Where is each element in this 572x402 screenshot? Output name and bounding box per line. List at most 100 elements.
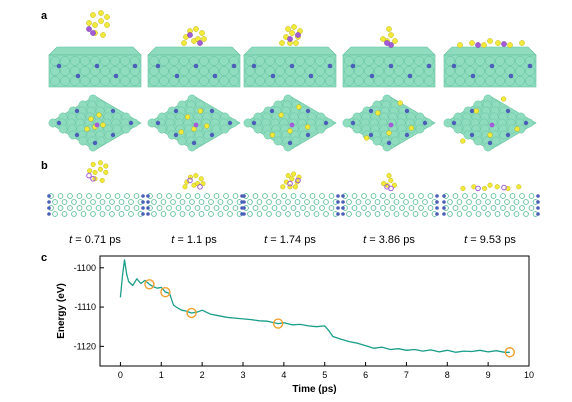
dopant-atom xyxy=(327,63,333,69)
sulfur-atom xyxy=(482,185,488,191)
lattice-atom xyxy=(365,199,371,205)
slab-atom xyxy=(352,124,362,134)
dopant-atom xyxy=(536,212,540,216)
sulfur-atom xyxy=(280,184,286,190)
slab-atom xyxy=(475,56,485,66)
dopant-atom xyxy=(368,108,374,114)
lattice-atom xyxy=(494,199,501,205)
dopant-atom xyxy=(469,132,475,138)
sulfur-atom xyxy=(408,125,415,131)
slab-atom xyxy=(80,76,90,86)
dopant-atom xyxy=(56,120,62,126)
time-label-2: t = 1.1 ps xyxy=(171,234,217,246)
slab-atom xyxy=(120,56,130,66)
dopant-atom xyxy=(350,120,356,126)
slab-atom xyxy=(112,124,122,134)
dopant-atom xyxy=(368,132,374,138)
slab-atom xyxy=(100,66,110,76)
slab-atom xyxy=(149,56,159,66)
dopant-atom xyxy=(305,132,311,138)
lattice-atom xyxy=(393,199,400,205)
sodium-atom xyxy=(295,32,301,38)
lattice-atom xyxy=(370,193,377,199)
slab-atom xyxy=(525,76,535,86)
lattice-atom xyxy=(304,211,310,217)
slab-atom xyxy=(305,56,315,66)
lattice-atom xyxy=(500,193,506,199)
dopant-atom xyxy=(422,120,428,126)
sulfur-atom xyxy=(507,42,513,48)
slab-atom xyxy=(445,66,455,76)
lattice-atom xyxy=(90,211,96,217)
slab-atom xyxy=(364,66,374,76)
lattice-atom xyxy=(271,193,278,199)
dopant-atom xyxy=(435,206,439,210)
dopant-atom xyxy=(350,63,356,69)
lattice-atom xyxy=(213,193,220,199)
dopant-atom xyxy=(451,63,457,69)
y-tick-label: -1120 xyxy=(74,341,96,351)
sulfur-atom xyxy=(182,184,188,190)
slab-atom xyxy=(265,66,275,76)
slab-atom xyxy=(295,76,305,86)
sulfur-atom xyxy=(199,30,205,36)
slab-atom xyxy=(475,66,485,76)
slab-atom xyxy=(485,76,495,86)
side-slab-4 xyxy=(342,46,436,88)
lattice-atom xyxy=(61,199,68,205)
slab-atom xyxy=(179,66,189,76)
panel-letter-b: b xyxy=(41,160,48,172)
slab-atom xyxy=(245,66,255,76)
slab-atom xyxy=(315,66,325,76)
slab-atom xyxy=(219,66,229,76)
slab-atom xyxy=(445,76,455,86)
slab-atom xyxy=(384,76,394,86)
sodium-atom xyxy=(475,185,481,192)
top-slab-5 xyxy=(443,94,537,152)
dopant-atom xyxy=(155,120,161,126)
slab-atom xyxy=(415,124,425,134)
sulfur-atom xyxy=(98,10,104,16)
lattice-atom xyxy=(170,199,176,205)
slab-atom xyxy=(495,76,505,86)
lattice-atom xyxy=(519,205,525,211)
lattice-atom xyxy=(485,199,491,205)
slab-atom xyxy=(475,76,485,86)
lattice-atom xyxy=(380,205,386,211)
lattice-atom xyxy=(380,193,386,199)
lattice-atom xyxy=(52,211,58,217)
slab-atom xyxy=(374,76,384,86)
lattice-atom xyxy=(374,199,381,205)
sulfur-atom xyxy=(501,96,507,102)
slab-atom xyxy=(455,76,465,86)
sulfur-atom xyxy=(104,22,110,28)
lattice-atom xyxy=(281,205,287,211)
sulfur-atom xyxy=(519,40,525,46)
lattice-atom xyxy=(519,193,525,199)
lattice-atom xyxy=(418,193,424,199)
lattice-atom xyxy=(223,205,229,211)
dopant-atom xyxy=(369,73,375,79)
sodium-atom xyxy=(86,26,92,32)
dopant-atom xyxy=(141,206,145,210)
slab-atom xyxy=(58,124,68,134)
sulfur-atom xyxy=(381,181,387,187)
lattice-atom xyxy=(399,205,405,211)
slab-atom xyxy=(455,56,465,66)
dopant-atom xyxy=(527,63,533,69)
dopant-atom xyxy=(305,108,311,114)
dopant-atom xyxy=(141,200,145,204)
dopant-atom xyxy=(113,73,119,79)
dopant-atom xyxy=(75,73,81,79)
lattice-atom xyxy=(285,211,291,217)
slab-atom xyxy=(199,76,209,86)
lattice-atom xyxy=(105,193,111,199)
lattice-atom xyxy=(384,211,390,217)
lattice-atom xyxy=(509,193,516,199)
dopant-atom xyxy=(508,73,514,79)
sulfur-atom xyxy=(460,185,466,191)
time-symbol: t xyxy=(171,234,175,246)
lattice-atom xyxy=(452,193,459,199)
panel-letter-a: a xyxy=(41,10,48,22)
x-tick-label: 7 xyxy=(404,370,409,380)
